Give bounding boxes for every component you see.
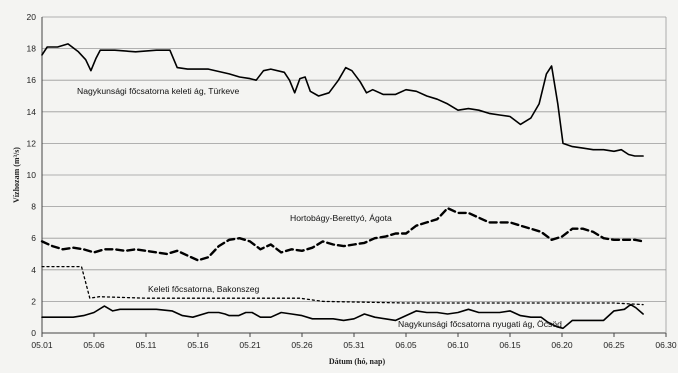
series-label-bakonszeg: Keleti főcsatorna, Bakonszeg: [148, 284, 260, 294]
x-tick-label: 05.06: [83, 340, 105, 350]
series-label-turkeve: Nagykunsági főcsatorna keleti ág, Türkev…: [77, 86, 239, 96]
x-tick-label: 05.21: [239, 340, 261, 350]
series-line-3: [41, 303, 644, 330]
series-label-agota: Hortobágy-Berettyó, Ágota: [290, 213, 392, 223]
y-tick-label: 6: [31, 233, 36, 243]
x-tick-label: 05.31: [343, 340, 365, 350]
series-lines: [40, 43, 645, 330]
gridlines: [42, 16, 666, 302]
series-line-0: [41, 43, 644, 157]
x-tick-label: 06.25: [603, 340, 625, 350]
x-tick-label: 05.26: [291, 340, 313, 350]
axes: [41, 17, 667, 337]
x-tick-labels: 05.01 05.06 05.11 05.16 05.21 05.26 05.31 06.05…: [31, 340, 677, 350]
y-tick-label: 2: [31, 296, 36, 306]
y-tick-label: 12: [27, 138, 37, 148]
series-line-1: [40, 207, 645, 262]
x-tick-label: 05.11: [136, 340, 157, 350]
x-tick-label: 06.15: [499, 340, 521, 350]
y-tick-label: 18: [27, 44, 37, 54]
y-tick-label: 0: [31, 328, 36, 338]
y-tick-label: 14: [27, 107, 37, 117]
x-tick-label: 06.30: [655, 340, 677, 350]
y-tick-label: 16: [27, 75, 37, 85]
y-tick-label: 4: [31, 265, 36, 275]
x-tick-label: 06.10: [447, 340, 469, 350]
y-tick-label: 20: [27, 12, 37, 22]
x-tick-label: 06.05: [395, 340, 417, 350]
series-line-2: [41, 265, 644, 306]
y-tick-labels: 0 2 4 6 8 10 12 14 16 18 20: [27, 12, 37, 338]
series-labels: Nagykunsági főcsatorna keleti ág, Türkev…: [77, 86, 562, 329]
y-tick-label: 10: [27, 170, 37, 180]
y-axis-label: Vízhozam (m³/s): [12, 147, 21, 203]
x-axis-label: Dátum (hó, nap): [329, 357, 386, 366]
x-tick-label: 06.20: [551, 340, 573, 350]
x-tick-label: 05.01: [31, 340, 53, 350]
series-label-ocsod: Nagykunsági főcsatorna nyugati ág, Öcsöd: [398, 319, 562, 329]
y-tick-label: 8: [31, 202, 36, 212]
x-tick-label: 05.16: [187, 340, 209, 350]
